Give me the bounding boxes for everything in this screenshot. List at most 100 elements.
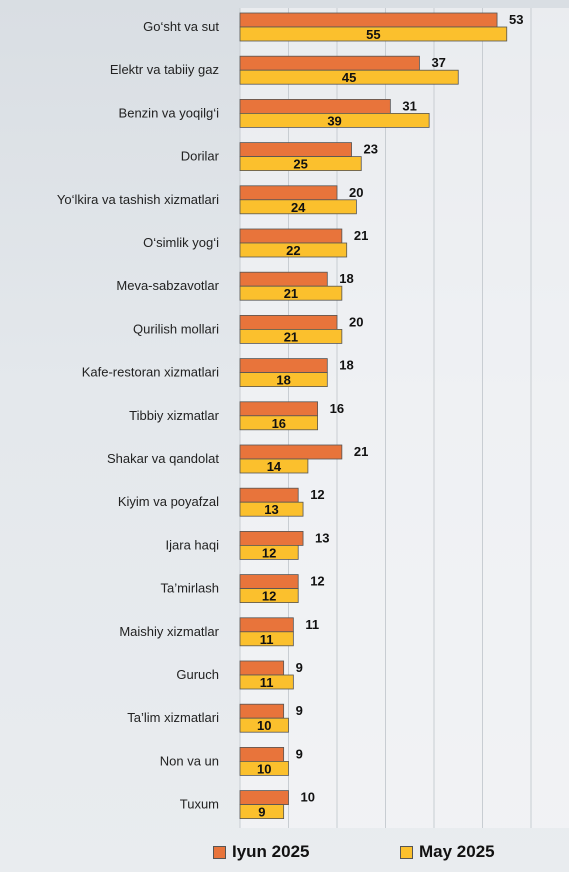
bar-may — [239, 674, 294, 690]
bar-chart: Go‘sht va sut 53 55 Elektr va tabiiy gaz 37 4… — [56, 8, 532, 828]
data-label-may: 21 — [284, 286, 298, 301]
legend-label-iyun: Iyun 2025 — [232, 842, 310, 861]
category-label: Dorilar — [181, 149, 220, 164]
data-label-may: 39 — [327, 113, 341, 128]
bar-may — [239, 113, 430, 128]
category-label: Benzin va yoqilg‘i — [119, 105, 220, 120]
data-label-iyun: 18 — [339, 358, 353, 373]
category-label: O‘simlik yog‘i — [143, 235, 219, 250]
bar-iyun — [239, 99, 391, 114]
category-label: Kafe-restoran xizmatlari — [82, 365, 219, 380]
category-label: Tuxum — [180, 797, 219, 812]
bar-iyun — [239, 142, 352, 158]
data-label-iyun: 23 — [364, 142, 378, 157]
category-label: Meva-sabzavotlar — [116, 278, 219, 293]
category-label: Tibbiy xizmatlar — [129, 408, 219, 423]
data-label-iyun: 9 — [296, 746, 303, 761]
data-label-may: 10 — [257, 718, 271, 733]
data-label-iyun: 12 — [310, 487, 324, 502]
category-label: Go‘sht va sut — [143, 19, 219, 34]
data-label-iyun: 37 — [431, 55, 445, 70]
category-label: Kiyim va poyafzal — [118, 494, 219, 509]
bar-iyun — [239, 660, 285, 676]
data-label-iyun: 16 — [330, 401, 344, 416]
data-label-iyun: 20 — [349, 185, 363, 200]
data-label-may: 18 — [276, 373, 290, 388]
category-label: Guruch — [176, 667, 219, 682]
category-label: Shakar va qandolat — [107, 451, 219, 466]
legend-item-may: May 2025 — [400, 842, 495, 862]
data-label-may: 9 — [258, 805, 265, 820]
bar-iyun — [239, 531, 304, 546]
data-label-may: 24 — [291, 200, 306, 215]
bar-may — [239, 804, 285, 819]
bar-may — [239, 372, 328, 388]
category-label: Ta’mirlash — [160, 581, 219, 596]
data-label-iyun: 18 — [339, 271, 353, 286]
data-label-may: 10 — [257, 761, 271, 776]
data-label-iyun: 21 — [354, 444, 368, 459]
bar-iyun — [239, 12, 498, 28]
data-label-iyun: 20 — [349, 314, 363, 329]
bar-iyun — [239, 185, 338, 201]
data-label-may: 25 — [293, 157, 307, 172]
data-label-iyun: 31 — [402, 98, 416, 113]
data-label-may: 13 — [264, 502, 278, 517]
bar-may — [239, 415, 318, 431]
category-label: Elektr va tabiiy gaz — [110, 62, 219, 77]
category-label: Ta’lim xizmatlari — [127, 710, 219, 725]
category-label: Qurilish mollari — [133, 321, 219, 336]
data-label-iyun: 9 — [296, 703, 303, 718]
bar-iyun — [239, 55, 420, 71]
bar-iyun — [239, 487, 299, 503]
bar-may — [239, 545, 299, 560]
data-label-iyun: 21 — [354, 228, 368, 243]
data-label-iyun: 11 — [305, 617, 319, 632]
legend-item-iyun: Iyun 2025 — [213, 842, 310, 862]
legend-swatch-may — [400, 845, 413, 859]
legend-swatch-iyun — [213, 845, 226, 859]
bar-may — [239, 69, 459, 85]
bar-may — [239, 328, 343, 344]
bar-iyun — [239, 271, 328, 287]
data-label-may: 11 — [260, 632, 274, 647]
category-label: Ijara haqi — [166, 537, 220, 552]
bar-may — [239, 199, 357, 215]
data-label-may: 12 — [262, 589, 276, 604]
data-label-iyun: 13 — [315, 530, 329, 545]
bar-may — [239, 458, 309, 474]
bar-may — [239, 631, 294, 647]
data-label-iyun: 53 — [509, 12, 523, 27]
category-label: Yo‘lkira va tashish xizmatlari — [57, 192, 219, 207]
bar-iyun — [239, 358, 328, 374]
data-label-may: 22 — [286, 243, 300, 258]
bar-may — [239, 26, 508, 42]
bar-iyun — [239, 617, 294, 633]
bar-may — [239, 588, 299, 603]
bar-may — [239, 156, 362, 172]
bar-iyun — [239, 574, 299, 589]
bar-iyun — [239, 444, 343, 460]
data-label-may: 45 — [342, 70, 356, 85]
data-label-may: 55 — [366, 27, 380, 42]
data-label-may: 21 — [284, 329, 298, 344]
data-label-iyun: 10 — [301, 790, 315, 805]
bar-iyun — [239, 401, 318, 417]
data-label-iyun: 12 — [310, 574, 324, 589]
data-label-may: 16 — [272, 416, 286, 431]
bar-iyun — [239, 314, 338, 330]
bar-may — [239, 285, 343, 301]
category-label: Maishiy xizmatlar — [119, 624, 219, 639]
bar-may — [239, 242, 348, 258]
data-label-may: 11 — [260, 675, 274, 690]
bar-iyun — [239, 228, 343, 244]
bar-iyun — [239, 790, 289, 805]
bar-iyun — [239, 703, 285, 719]
data-label-iyun: 9 — [296, 660, 303, 675]
bar-may — [239, 717, 289, 733]
category-label: Non va un — [160, 753, 219, 768]
bar-may — [239, 501, 304, 517]
data-label-may: 12 — [262, 545, 276, 560]
bar-may — [239, 761, 289, 776]
legend: Iyun 2025 May 2025 — [0, 842, 569, 866]
